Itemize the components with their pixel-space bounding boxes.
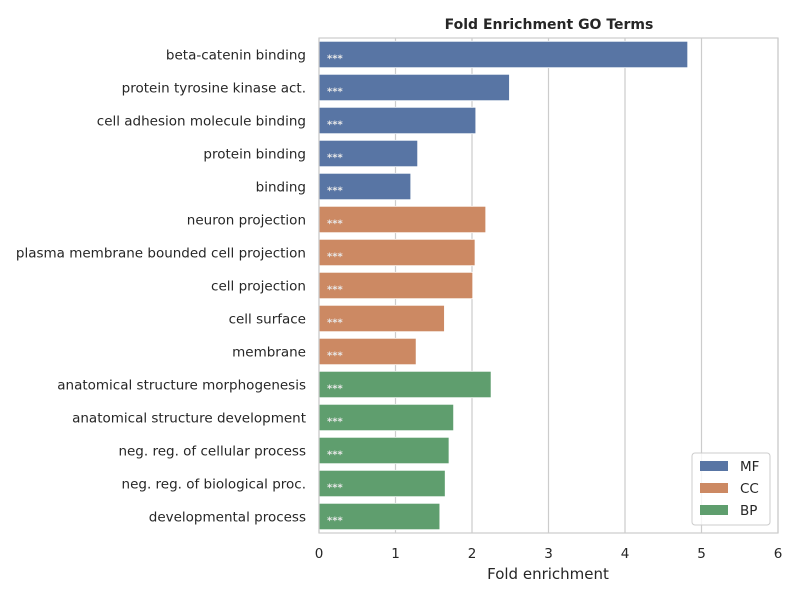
category-labels: beta-catenin binding protein tyrosine kin…	[16, 48, 306, 526]
bar	[318, 502, 441, 531]
significance-label: ***	[327, 318, 343, 329]
significance-label: ***	[327, 120, 343, 131]
x-tick-label: 6	[774, 546, 783, 562]
bar	[318, 469, 446, 498]
category-label: protein binding	[203, 147, 306, 163]
bar	[318, 73, 510, 102]
bar	[318, 403, 455, 432]
category-label: binding	[256, 180, 306, 196]
chart-title: Fold Enrichment GO Terms	[445, 17, 654, 33]
legend-label: CC	[740, 481, 759, 497]
bar	[318, 172, 412, 201]
category-label: neg. reg. of cellular process	[118, 444, 306, 460]
significance-label: ***	[327, 351, 343, 362]
category-label: cell projection	[211, 279, 306, 295]
legend-swatch	[700, 461, 728, 471]
legend-swatch	[700, 483, 728, 493]
bar	[318, 337, 417, 366]
category-label: anatomical structure development	[72, 411, 306, 427]
bar	[318, 304, 445, 333]
legend-label: MF	[740, 459, 759, 475]
x-tick-label: 5	[697, 546, 706, 562]
category-label: beta-catenin binding	[166, 48, 306, 64]
legend-label: BP	[740, 503, 757, 519]
legend-swatch	[700, 505, 728, 515]
x-tick-label: 2	[468, 546, 477, 562]
bar	[318, 139, 419, 168]
bar	[318, 370, 492, 399]
category-label: cell adhesion molecule binding	[97, 114, 306, 130]
significance-label: ***	[327, 186, 343, 197]
category-label: anatomical structure morphogenesis	[57, 378, 306, 394]
significance-label: ***	[327, 54, 343, 65]
significance-label: ***	[327, 285, 343, 296]
category-label: plasma membrane bounded cell projection	[16, 246, 306, 262]
significance-label: ***	[327, 219, 343, 230]
category-label: developmental process	[149, 510, 306, 526]
x-tick-label: 3	[544, 546, 553, 562]
significance-label: ***	[327, 516, 343, 527]
x-tick-label: 0	[315, 546, 324, 562]
x-axis-label: Fold enrichment	[487, 565, 609, 583]
x-tick-label: 4	[621, 546, 630, 562]
bar	[318, 271, 474, 300]
plot-frame	[318, 37, 779, 534]
significance-label: ***	[327, 417, 343, 428]
x-tick-labels: 0 1 2 3 4 5 6	[315, 546, 783, 562]
significance-label: ***	[327, 252, 343, 263]
significance-label: ***	[327, 87, 343, 98]
category-label: cell surface	[229, 312, 306, 328]
significance-label: ***	[327, 384, 343, 395]
bar	[318, 40, 689, 69]
significance-label: ***	[327, 450, 343, 461]
x-tick-label: 1	[391, 546, 400, 562]
significance-label: ***	[327, 153, 343, 164]
bar	[318, 205, 487, 234]
significance-label: ***	[327, 483, 343, 494]
category-label: neuron projection	[187, 213, 306, 229]
category-label: membrane	[232, 345, 306, 361]
bars-group: *** *** *** *** *** *** *** *** *** *** *** *** *** *…	[318, 40, 689, 531]
category-label: neg. reg. of biological proc.	[122, 477, 306, 493]
legend[interactable]: MF CC BP	[691, 452, 771, 526]
category-label: protein tyrosine kinase act.	[122, 81, 306, 97]
